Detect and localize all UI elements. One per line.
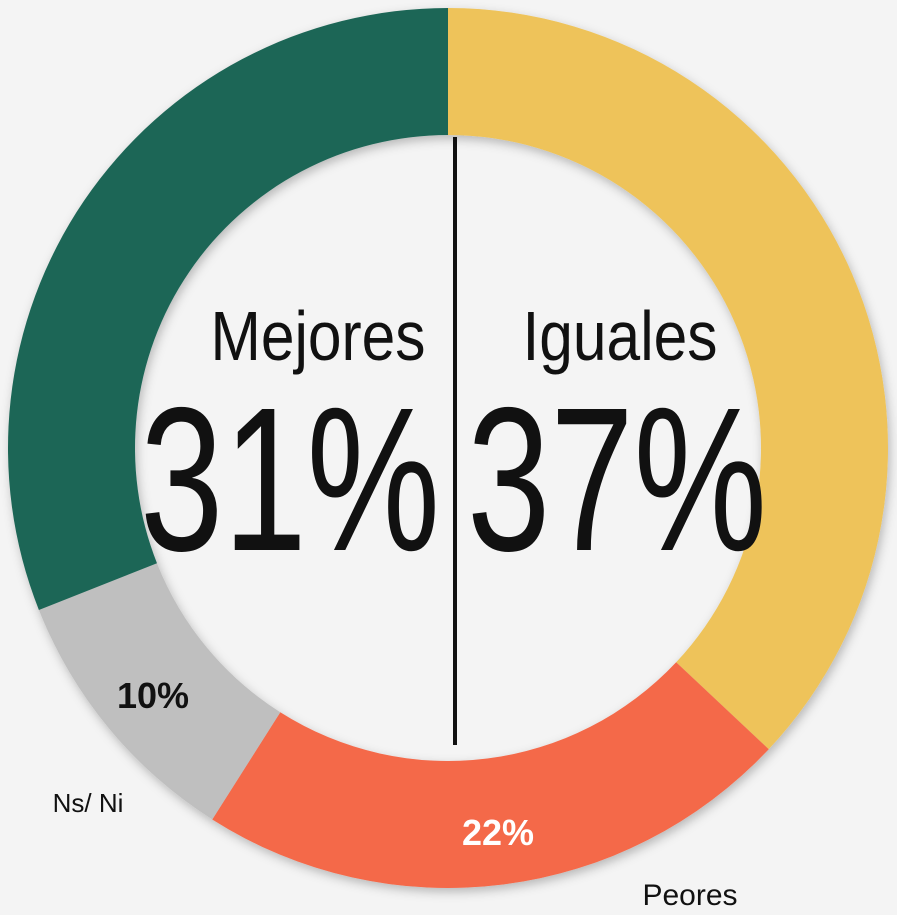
- category-label: Iguales: [523, 297, 718, 375]
- slice: [8, 8, 449, 610]
- donut: [8, 8, 888, 888]
- category-label: Peores: [642, 879, 737, 912]
- value-label: 10%: [117, 675, 189, 716]
- category-label: Mejores: [211, 297, 426, 375]
- slice: [38, 563, 281, 820]
- slice: [212, 662, 769, 888]
- slice: [448, 8, 888, 750]
- value-label: 37%: [467, 365, 767, 594]
- value-label: 22%: [462, 812, 534, 853]
- category-label: Ns/ Ni: [53, 788, 124, 818]
- value-label: 31%: [140, 365, 440, 594]
